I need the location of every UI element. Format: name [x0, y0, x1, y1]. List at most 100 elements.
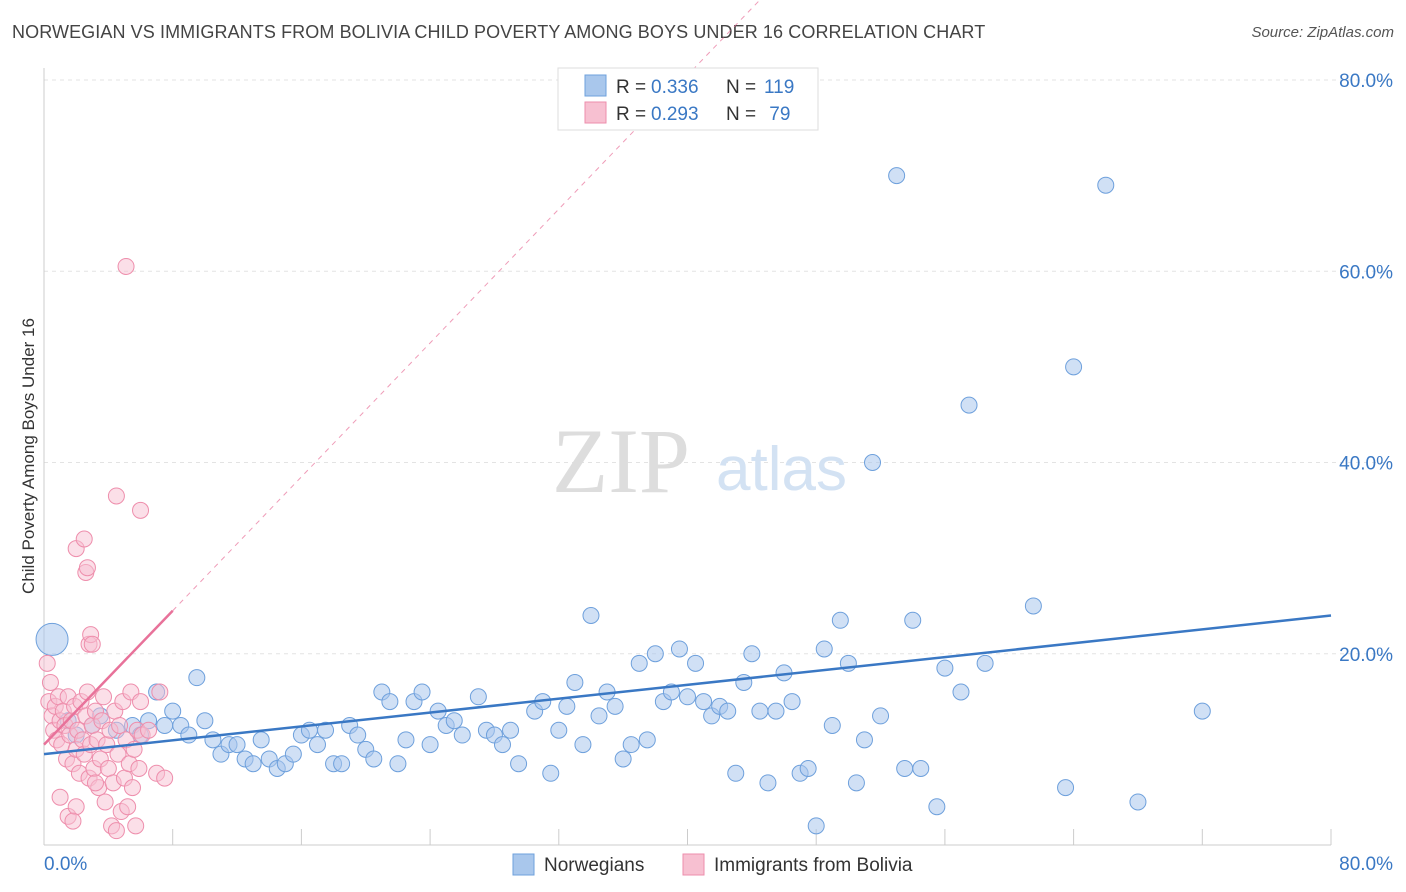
norwegian-point	[767, 702, 785, 720]
legend-swatch-pink	[584, 101, 607, 124]
norwegian-point	[823, 716, 841, 734]
legend-n-label: N =	[726, 77, 756, 98]
norwegian-point	[389, 755, 407, 773]
norwegian-point	[928, 798, 946, 816]
norwegian-point	[864, 454, 882, 471]
norwegian-point	[807, 817, 825, 835]
bolivia-trend-line	[43, 609, 174, 746]
norwegian-point	[912, 760, 930, 777]
norwegian-point	[244, 755, 262, 773]
norwegian-point	[397, 731, 415, 749]
norwegian-trend-line	[43, 614, 1332, 756]
bolivia-point	[96, 793, 114, 811]
legend-row-norwegians: R = 0.336 N = 119	[584, 74, 794, 98]
norwegian-point	[960, 396, 978, 414]
bolivia-point	[75, 530, 93, 548]
legend-n-label: N =	[726, 104, 756, 125]
norwegian-point	[252, 731, 270, 749]
norwegian-point	[469, 688, 487, 706]
norwegian-point	[646, 645, 664, 663]
norwegian-point	[936, 659, 954, 677]
legend-r-value: 0.336	[651, 77, 699, 98]
legend-r-label: R =	[616, 104, 646, 125]
legend-n-value: 79	[764, 104, 790, 125]
norwegian-point	[719, 702, 737, 720]
bolivia-point	[67, 798, 85, 816]
norwegian-point	[413, 683, 431, 701]
norwegian-point	[695, 693, 713, 711]
bolivia-point	[107, 487, 125, 505]
norwegian-point	[904, 611, 922, 629]
norwegian-point	[542, 764, 560, 782]
legend-row-bolivia: R = 0.293 N = 79	[584, 101, 790, 125]
norwegian-point	[799, 760, 817, 777]
norwegian-point	[164, 702, 182, 720]
norwegian-point	[582, 607, 600, 624]
norwegian-point	[783, 693, 801, 711]
y-tick-label: 20.0%	[1339, 645, 1393, 666]
norwegian-point	[847, 774, 865, 792]
norwegian-point	[831, 611, 849, 629]
norwegian-point	[888, 167, 906, 185]
watermark: ZIP atlas	[552, 410, 847, 512]
bolivia-point	[132, 693, 150, 711]
bolivia-point	[130, 760, 148, 777]
norwegian-point	[228, 736, 246, 754]
norwegian-point	[952, 683, 970, 701]
norwegian-point	[614, 750, 632, 768]
norwegian-point	[1193, 702, 1211, 720]
norwegian-point	[1129, 793, 1147, 811]
bolivia-point	[132, 501, 150, 519]
norwegian-point	[156, 716, 174, 734]
bolivia-point	[151, 683, 169, 701]
norwegian-point	[687, 654, 705, 672]
chart-source: Source: ZipAtlas.com	[1251, 24, 1394, 41]
norwegian-point	[574, 736, 592, 754]
watermark-atlas: atlas	[716, 435, 847, 504]
norwegian-point	[453, 726, 471, 744]
bolivia-point	[78, 559, 96, 577]
y-tick-label: 60.0%	[1339, 262, 1393, 283]
bolivia-point	[117, 257, 135, 275]
norwegian-point	[365, 750, 383, 768]
norwegian-point	[35, 622, 69, 656]
norwegian-point	[622, 736, 640, 754]
norwegian-point	[590, 707, 608, 725]
norwegian-point	[317, 721, 335, 739]
bolivia-point	[51, 788, 69, 806]
norwegian-point	[493, 736, 511, 754]
legend-bottom: Norwegians Immigrants from Bolivia	[512, 853, 913, 876]
norwegian-point	[308, 736, 326, 754]
bolivia-point	[95, 688, 113, 706]
tick-labels: 20.0% 40.0% 60.0% 80.0% 0.0% 80.0%	[44, 71, 1393, 875]
bolivia-point	[140, 721, 158, 739]
bolivia-point	[127, 817, 145, 835]
norwegian-point	[558, 697, 576, 715]
y-tick-label: 80.0%	[1339, 71, 1393, 92]
norwegian-point	[638, 731, 656, 749]
y-tick-label: 40.0%	[1339, 454, 1393, 475]
norwegian-point	[566, 673, 584, 691]
norwegian-point	[679, 688, 696, 706]
bolivia-point	[38, 654, 56, 672]
bolivia-point	[111, 716, 129, 734]
bolivia-point	[64, 812, 82, 830]
chart-title: NORWEGIAN VS IMMIGRANTS FROM BOLIVIA CHI…	[12, 22, 986, 42]
norwegian-point	[727, 764, 745, 782]
norwegian-point	[896, 760, 914, 777]
norwegian-point	[381, 693, 399, 711]
legend-r-value: 0.293	[651, 104, 699, 125]
legend-r-label: R =	[616, 77, 646, 98]
norwegian-point	[743, 645, 761, 663]
norwegian-point	[1024, 597, 1042, 615]
norwegian-point	[284, 745, 302, 763]
norwegian-point	[976, 654, 994, 672]
data-points	[35, 167, 1211, 840]
norwegian-point	[1065, 358, 1083, 376]
bolivia-point	[156, 769, 174, 787]
norwegian-point	[1057, 779, 1075, 797]
bolivia-point	[41, 673, 59, 691]
norwegian-point	[751, 702, 769, 720]
norwegian-point	[510, 755, 528, 773]
